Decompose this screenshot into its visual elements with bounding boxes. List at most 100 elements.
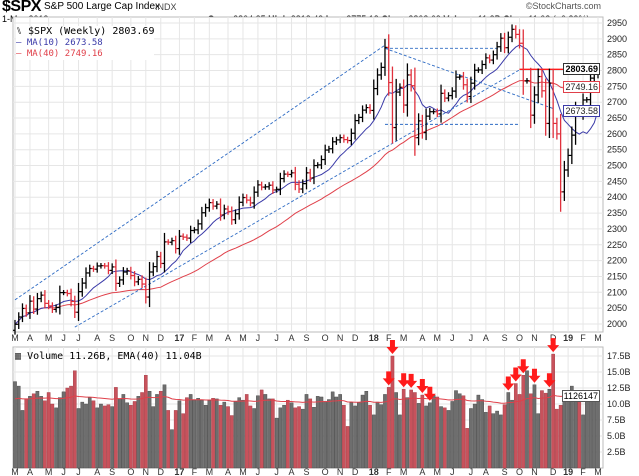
ohlc-bar xyxy=(270,181,275,194)
legend-price-label: $SPX (Weekly) 2803.69 xyxy=(28,26,155,37)
ohlc-bar xyxy=(405,63,410,117)
volume-bar xyxy=(543,392,548,469)
ohlc-bar xyxy=(151,262,156,277)
x-tick-label: O xyxy=(322,467,329,476)
ohlc-bar xyxy=(345,136,350,144)
ohlc-bar xyxy=(439,84,444,123)
volume-bar xyxy=(196,398,200,469)
price-tick-label: 2100 xyxy=(607,287,627,297)
volume-bar xyxy=(39,396,43,469)
price-tick-label: 2000 xyxy=(607,319,627,329)
x-tick-label: F xyxy=(192,467,198,476)
x-tick-label: A xyxy=(225,333,231,343)
ohlc-bar xyxy=(98,263,103,269)
x-tick-label: M xyxy=(11,333,19,343)
volume-bar xyxy=(237,397,242,469)
ohlc-bar xyxy=(554,117,559,140)
ohlc-bar xyxy=(472,63,477,90)
legend-ma40-label: MA(40) 2749.16 xyxy=(26,49,103,59)
x-tick-label: M xyxy=(594,333,602,343)
volume-bar xyxy=(323,401,327,469)
ohlc-bar xyxy=(147,261,152,308)
volume-bar xyxy=(573,395,578,469)
ohlc-bar xyxy=(379,62,384,80)
ohlc-bar xyxy=(121,267,126,285)
price-tick-label: 2300 xyxy=(607,224,627,234)
ohlc-bar xyxy=(214,201,219,210)
ohlc-bar xyxy=(95,262,100,273)
volume-bar xyxy=(357,402,361,469)
exchange: INDX xyxy=(155,2,177,12)
x-tick-label: 17 xyxy=(174,467,184,476)
ohlc-bar xyxy=(547,68,552,139)
legend: ⑊ $SPX (Weekly) 2803.69 — MA(10) 2673.58… xyxy=(16,26,155,60)
ohlc-bar xyxy=(199,206,204,230)
price-tag: 2803.69 xyxy=(563,63,600,75)
x-tick-label: M xyxy=(206,333,214,343)
volume-bar xyxy=(439,406,443,469)
x-tick-label: F xyxy=(386,333,392,343)
volume-bar xyxy=(536,413,541,469)
volume-bar xyxy=(581,414,585,469)
ohlc-bar xyxy=(532,86,537,124)
x-tick-label: F xyxy=(580,467,586,476)
x-tick-label: D xyxy=(158,333,165,343)
x-tick-label: D xyxy=(352,467,359,476)
ohlc-bar xyxy=(382,38,387,76)
ohlc-bar xyxy=(304,167,309,190)
ohlc-bar xyxy=(356,113,361,125)
volume-bar xyxy=(342,405,346,469)
volume-bar xyxy=(140,392,144,469)
ma40-tag: 2749.16 xyxy=(563,81,600,93)
ohlc-bar xyxy=(188,225,193,243)
ohlc-bar xyxy=(498,33,503,52)
volume-bar xyxy=(476,394,481,469)
volume-bar xyxy=(58,397,62,469)
x-tick-label: F xyxy=(386,467,392,476)
down-arrow-icon xyxy=(543,373,556,388)
volume-bar xyxy=(121,394,126,469)
ohlc-bar xyxy=(566,148,571,177)
down-arrow-icon xyxy=(397,373,410,388)
price-tick-label: 2850 xyxy=(607,50,627,60)
x-tick-label: S xyxy=(502,333,508,343)
ohlc-bar xyxy=(521,29,526,95)
ma10-tag: 2673.58 xyxy=(563,105,600,117)
price-tick-label: 2050 xyxy=(607,303,627,313)
ohlc-bar xyxy=(106,262,111,275)
volume-tick-label: 2.5B xyxy=(607,447,626,457)
index-name: S&P 500 Large Cap Index xyxy=(44,1,161,12)
ohlc-bar xyxy=(91,265,96,272)
x-tick-label: N xyxy=(337,467,344,476)
ohlc-bar xyxy=(132,271,137,287)
x-tick-label: J xyxy=(76,467,81,476)
volume-bar xyxy=(293,407,298,469)
price-tick-label: 2950 xyxy=(607,18,627,28)
ohlc-bar xyxy=(412,67,417,156)
ohlc-bar xyxy=(390,66,395,144)
ohlc-bar xyxy=(173,235,178,254)
volume-bar xyxy=(371,414,376,469)
ohlc-bar xyxy=(237,196,242,220)
volume-bar xyxy=(487,405,492,469)
ohlc-bar xyxy=(229,206,234,225)
volume-bar xyxy=(282,405,286,469)
volume-bar xyxy=(442,407,447,469)
volume-bar xyxy=(274,417,279,469)
ohlc-bar xyxy=(431,109,436,115)
price-tick-label: 2500 xyxy=(607,161,627,171)
volume-bar xyxy=(461,395,466,469)
ohlc-bar xyxy=(84,267,89,289)
ohlc-bar xyxy=(536,68,541,103)
ohlc-bar xyxy=(31,296,36,314)
volume-bar xyxy=(383,394,387,469)
volume-bar xyxy=(215,398,219,469)
volume-bar xyxy=(562,392,567,469)
volume-bar xyxy=(177,400,182,469)
volume-bar xyxy=(181,413,185,469)
x-tick-label: S xyxy=(303,333,309,343)
volume-bar xyxy=(256,395,260,469)
volume-bar xyxy=(125,402,129,469)
ohlc-bar xyxy=(35,292,40,315)
volume-bar xyxy=(132,401,137,469)
